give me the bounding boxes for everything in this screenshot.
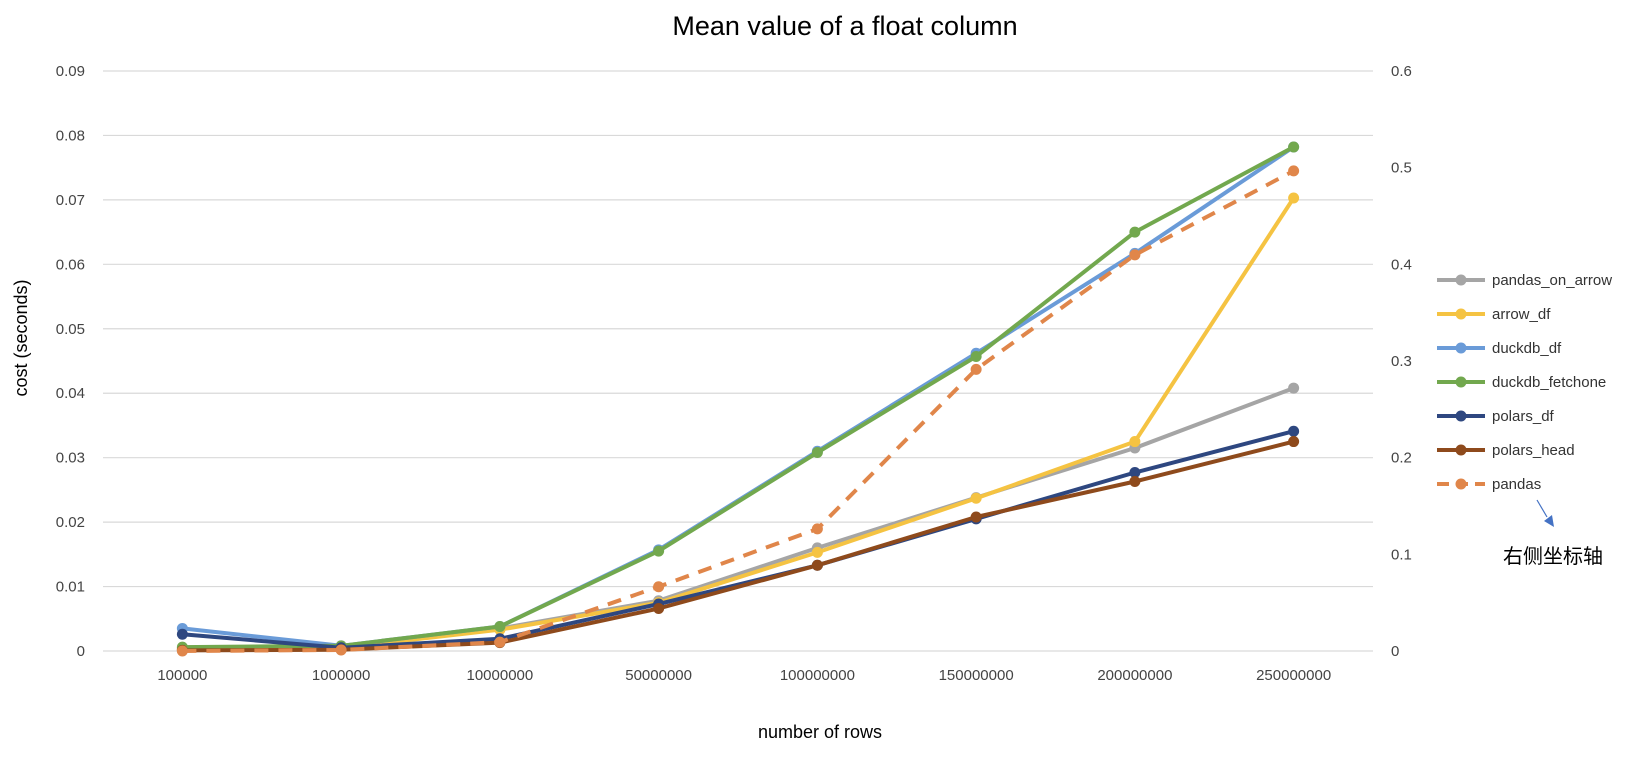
secondary-y-axis-ticks: 0 0.1 0.2 0.3 0.4 0.5 0.6: [1391, 63, 1412, 660]
y-axis-ticks: 0 0.01 0.02 0.03 0.04 0.05 0.06 0.07 0.08 0.09: [56, 63, 85, 660]
legend-marker: [1455, 478, 1467, 490]
legend-marker: [1455, 308, 1467, 320]
legend-marker: [1455, 444, 1467, 456]
data-point-duckdb_fetchone: [811, 447, 823, 459]
x-axis-ticks: 100000 1000000 10000000 50000000 100000000 15…: [157, 667, 1331, 684]
data-point-pandas: [811, 523, 823, 535]
legend: pandas_on_arrow arrow_df duckdb_df duckdb_f…: [1437, 272, 1612, 493]
legend-label: polars_df: [1492, 408, 1555, 425]
legend-label: polars_head: [1492, 442, 1575, 459]
y2-tick-label: 0.2: [1391, 450, 1412, 467]
y2-tick-label: 0.3: [1391, 353, 1412, 370]
legend-label: duckdb_df: [1492, 340, 1562, 357]
data-point-polars_df: [1288, 425, 1300, 437]
legend-label: pandas_on_arrow: [1492, 272, 1612, 289]
legend-item-duckdb_fetchone: duckdb_fetchone: [1437, 374, 1606, 391]
data-point-polars_head: [1129, 476, 1141, 488]
x-tick-label: 250000000: [1256, 667, 1331, 684]
series-lines: [176, 141, 1300, 657]
legend-label: duckdb_fetchone: [1492, 374, 1606, 391]
data-point-duckdb_fetchone: [970, 350, 982, 362]
y2-tick-label: 0.5: [1391, 160, 1412, 177]
data-point-pandas: [335, 644, 347, 656]
data-point-arrow_df: [811, 546, 823, 558]
series-line-arrow_df: [180, 196, 1296, 652]
x-tick-label: 150000000: [939, 667, 1014, 684]
x-tick-label: 100000: [157, 667, 207, 684]
data-point-polars_df: [176, 628, 188, 640]
series-line-polars_df: [180, 429, 1296, 650]
y-tick-label: 0.06: [56, 256, 85, 273]
data-point-arrow_df: [1129, 436, 1141, 448]
x-axis-label: number of rows: [758, 722, 882, 742]
data-point-pandas: [1288, 165, 1300, 177]
legend-item-polars_df: polars_df: [1437, 408, 1555, 425]
x-tick-label: 50000000: [625, 667, 692, 684]
series-pandas: [176, 165, 1300, 657]
y-axis-label: cost (seconds): [11, 279, 31, 396]
data-point-arrow_df: [970, 492, 982, 504]
y-tick-label: 0.02: [56, 514, 85, 531]
secondary-axis-note: 右侧坐标轴: [1503, 544, 1603, 568]
y-tick-label: 0.04: [56, 385, 85, 402]
legend-marker: [1455, 342, 1467, 354]
legend-marker: [1455, 274, 1467, 286]
legend-item-pandas: pandas: [1437, 476, 1541, 493]
x-tick-label: 100000000: [780, 667, 855, 684]
data-point-polars_head: [970, 511, 982, 523]
series-line-duckdb_fetchone: [180, 145, 1296, 650]
data-point-pandas: [653, 581, 665, 593]
data-point-duckdb_fetchone: [1129, 226, 1141, 238]
y-tick-label: 0: [77, 643, 85, 660]
legend-marker: [1455, 376, 1467, 388]
data-point-pandas: [176, 645, 188, 657]
y-tick-label: 0.05: [56, 321, 85, 338]
data-point-duckdb_fetchone: [653, 545, 665, 557]
series-polars_df: [176, 425, 1300, 654]
chart-title: Mean value of a float column: [672, 11, 1017, 41]
series-line-pandas: [182, 169, 1295, 653]
legend-item-pandas_on_arrow: pandas_on_arrow: [1437, 272, 1612, 289]
data-point-polars_head: [653, 602, 665, 614]
legend-item-polars_head: polars_head: [1437, 442, 1575, 459]
y-tick-label: 0.03: [56, 450, 85, 467]
annotation-arrow-line: [1536, 499, 1548, 518]
y2-tick-label: 0: [1391, 643, 1399, 660]
series-line-duckdb_df: [180, 145, 1296, 648]
y-tick-label: 0.09: [56, 63, 85, 80]
data-point-polars_head: [1288, 436, 1300, 448]
legend-item-arrow_df: arrow_df: [1437, 306, 1551, 323]
data-point-pandas_on_arrow: [1288, 382, 1300, 394]
data-point-arrow_df: [1288, 192, 1300, 204]
gridlines: [103, 70, 1373, 652]
legend-label: arrow_df: [1492, 306, 1551, 323]
series-pandas_on_arrow: [176, 382, 1300, 655]
y2-tick-label: 0.1: [1391, 546, 1412, 563]
data-point-duckdb_fetchone: [494, 621, 506, 633]
series-line-polars_head: [180, 439, 1296, 653]
series-duckdb_fetchone: [176, 141, 1300, 653]
y-tick-label: 0.07: [56, 192, 85, 209]
y2-tick-label: 0.4: [1391, 256, 1412, 273]
y-tick-label: 0.08: [56, 127, 85, 144]
data-point-pandas: [970, 363, 982, 375]
legend-label: pandas: [1492, 476, 1541, 493]
secondary-axis-annotation: 右侧坐标轴: [1503, 499, 1603, 568]
data-point-polars_df: [1129, 466, 1141, 478]
x-tick-label: 1000000: [312, 667, 370, 684]
data-point-polars_head: [811, 559, 823, 571]
x-tick-label: 10000000: [467, 667, 534, 684]
data-point-pandas: [1129, 249, 1141, 261]
y2-tick-label: 0.6: [1391, 63, 1412, 80]
y-tick-label: 0.01: [56, 579, 85, 596]
legend-marker: [1455, 410, 1467, 422]
legend-item-duckdb_df: duckdb_df: [1437, 340, 1562, 357]
x-tick-label: 200000000: [1097, 667, 1172, 684]
series-line-pandas_on_arrow: [180, 386, 1296, 652]
data-point-duckdb_fetchone: [1288, 141, 1300, 153]
annotation-arrow-head: [1544, 515, 1554, 527]
data-point-pandas: [494, 636, 506, 648]
